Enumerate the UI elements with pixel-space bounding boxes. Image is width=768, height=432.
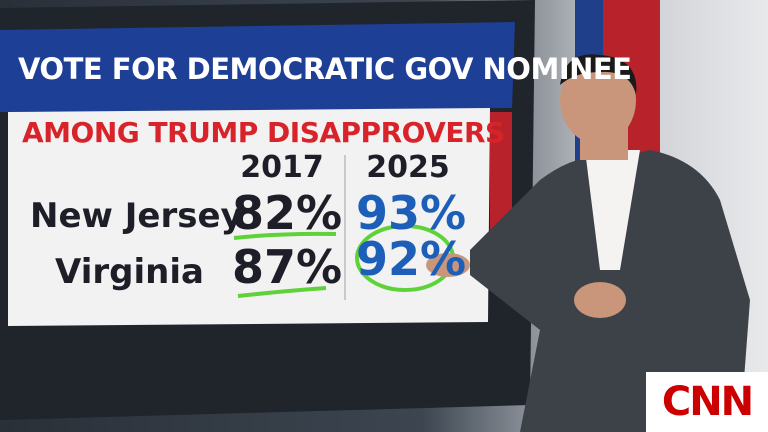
- row-header: New Jersey: [30, 196, 243, 236]
- side-strip: [490, 112, 512, 232]
- cell-value: 87%: [231, 240, 343, 294]
- column-header: 2017: [240, 150, 324, 185]
- highlight-underline: [237, 286, 327, 298]
- cell-value: 93%: [355, 186, 467, 240]
- title: VOTE FOR DEMOCRATIC GOV NOMINEE: [18, 52, 632, 86]
- cell-value: 82%: [231, 186, 343, 240]
- column-header: 2025: [366, 150, 450, 185]
- network-logo: CNN: [646, 372, 768, 432]
- table-card: [8, 108, 490, 326]
- cell-value: 92%: [355, 232, 467, 286]
- title-banner: [0, 22, 515, 112]
- presenter: [426, 54, 750, 432]
- subtitle: AMONG TRUMP DISAPPROVERS: [22, 116, 505, 149]
- highlight-underline: [233, 231, 337, 240]
- row-header: Virginia: [55, 252, 204, 292]
